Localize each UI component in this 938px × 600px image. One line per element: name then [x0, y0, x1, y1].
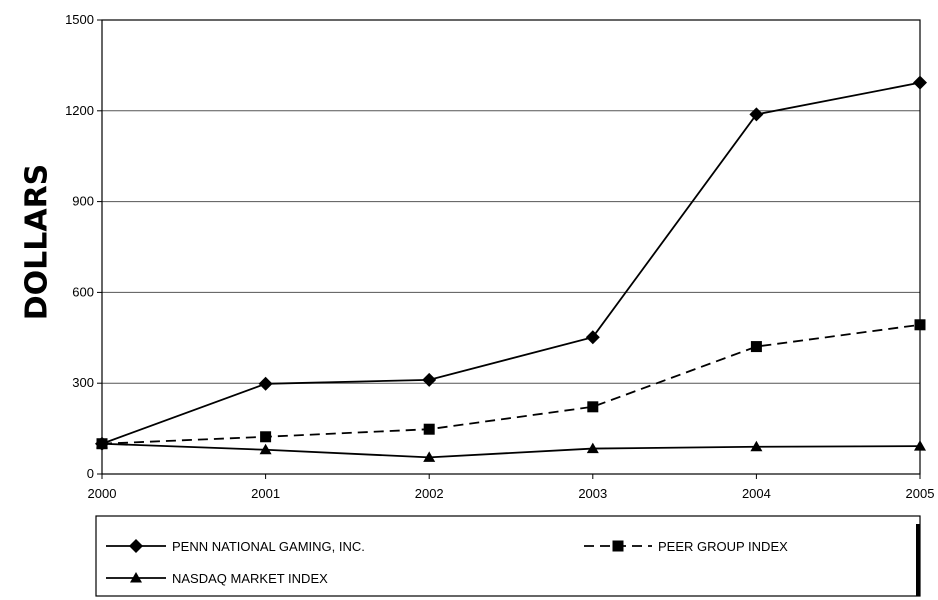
grid-lines: [102, 110, 920, 384]
diamond-marker: [749, 107, 764, 122]
legend-square-marker: [612, 540, 624, 552]
legend-label: PENN NATIONAL GAMING, INC.: [172, 539, 365, 554]
diamond-marker: [913, 75, 927, 90]
y-tick-label: 1500: [65, 12, 94, 27]
x-tick-label: 2000: [88, 486, 117, 501]
diamond-marker: [258, 376, 273, 391]
legend-items: PENN NATIONAL GAMING, INC. PEER GROUP IND…: [106, 539, 788, 586]
square-marker: [587, 401, 599, 413]
square-marker: [260, 431, 272, 443]
diamond-marker: [422, 372, 437, 387]
series-2: [96, 437, 926, 462]
legend-label: NASDAQ MARKET INDEX: [172, 571, 328, 586]
y-tick-label: 300: [72, 375, 94, 390]
triangle-marker: [914, 440, 926, 451]
series-0: [95, 75, 927, 451]
series-line: [101, 442, 921, 459]
y-axis-label: DOLLARS: [20, 164, 55, 321]
legend-label: PEER GROUP INDEX: [658, 539, 788, 554]
legend-diamond-marker: [129, 539, 143, 553]
x-tick-label: 2003: [578, 486, 607, 501]
plot-frame: [101, 19, 921, 475]
legend-item: PENN NATIONAL GAMING, INC.: [106, 539, 365, 554]
y-tick-label: 900: [72, 194, 94, 209]
legend-frame: [95, 515, 921, 597]
y-tick-labels: 0 300 600 900 1200 1500: [65, 12, 102, 481]
triangle-marker: [96, 437, 108, 449]
triangle-marker: [586, 442, 599, 454]
diamond-marker: [585, 330, 600, 345]
series-1: [96, 319, 926, 450]
series-group: [95, 75, 927, 462]
legend-item: PEER GROUP INDEX: [584, 539, 788, 554]
y-tick-label: 1200: [65, 103, 94, 118]
triangle-marker: [423, 451, 436, 462]
legend-item: NASDAQ MARKET INDEX: [106, 571, 328, 586]
x-tick-label: 2001: [251, 486, 280, 501]
legend: PENN NATIONAL GAMING, INC. PEER GROUP IND…: [95, 515, 921, 597]
square-marker: [750, 341, 762, 353]
x-tick-label: 2005: [906, 486, 935, 501]
series-line: [101, 323, 921, 445]
triangle-marker: [259, 443, 272, 455]
x-tick-labels: 2000 2001 2002 2003 2004 2005: [88, 474, 935, 501]
x-tick-label: 2004: [742, 486, 771, 501]
y-tick-label: 0: [87, 466, 94, 481]
x-tick-label: 2002: [415, 486, 444, 501]
square-marker: [914, 319, 926, 331]
triangle-marker: [750, 440, 763, 452]
legend-triangle-marker: [130, 572, 142, 583]
square-marker: [423, 423, 435, 435]
y-tick-label: 600: [72, 284, 94, 299]
series-line: [101, 81, 921, 445]
